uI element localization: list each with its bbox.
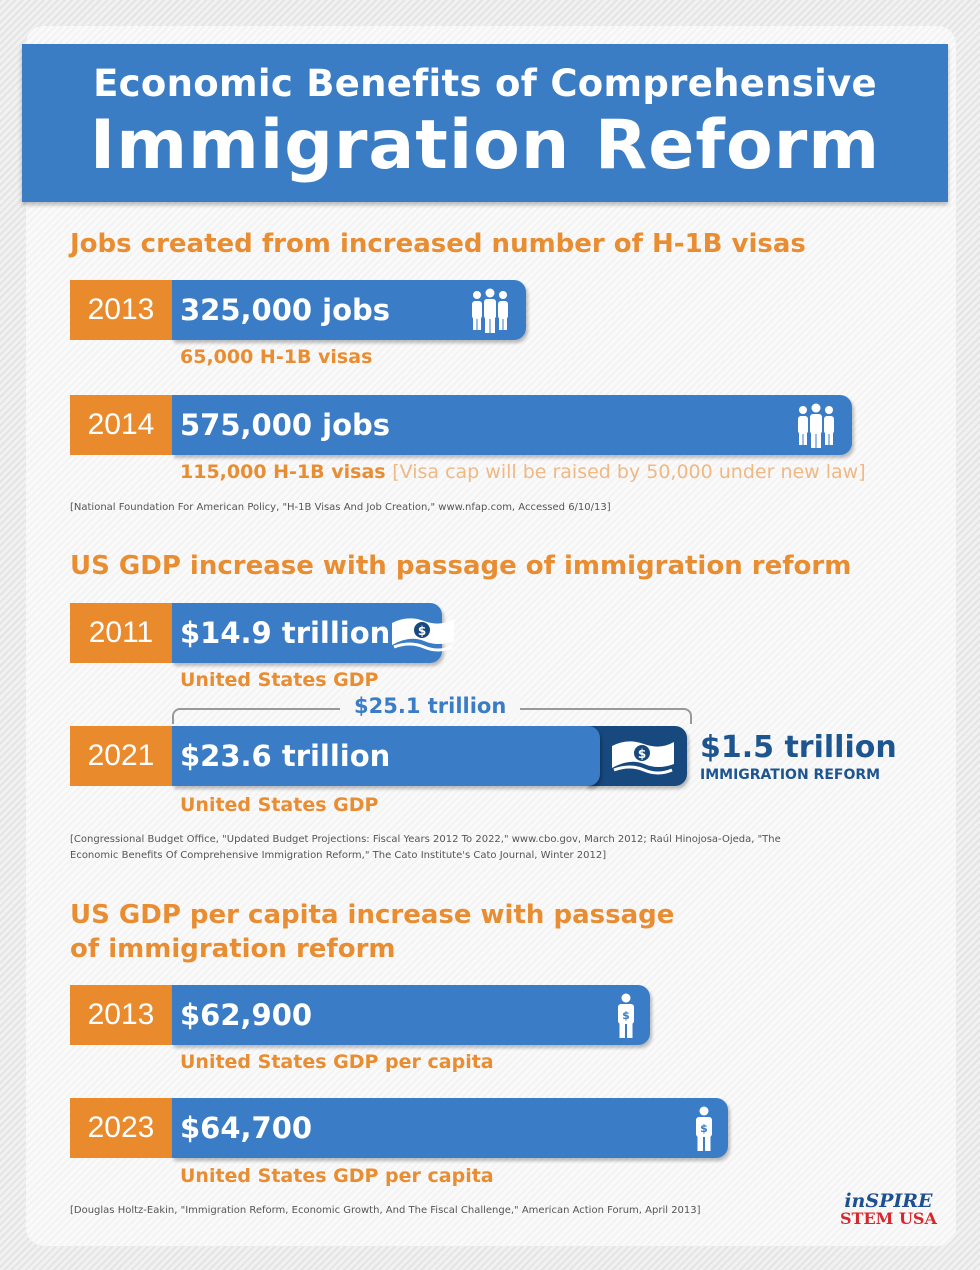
year-label: 2013 — [70, 985, 172, 1045]
money-bill-icon: $ — [612, 741, 674, 775]
total-gdp-label: $25.1 trillion — [340, 694, 521, 718]
bar-value-label: $14.9 trillion — [180, 616, 391, 650]
source-citation-gdp-1: [Congressional Budget Office, "Updated B… — [70, 834, 781, 845]
jobs-sublabel-2013: 65,000 H-1B visas — [180, 346, 373, 368]
header-title: Immigration Reform — [89, 106, 881, 185]
logo-line-2: STEM USA — [840, 1209, 937, 1228]
year-label: 2011 — [70, 603, 172, 663]
bar-value-label: $64,700 — [180, 1111, 313, 1145]
person-dollar-icon: $ — [696, 1106, 712, 1151]
percapita-sublabel-2023: United States GDP per capita — [180, 1165, 494, 1187]
gdp-sublabel-2021: United States GDP — [180, 794, 379, 816]
section-jobs-title: Jobs created from increased number of H-… — [70, 229, 806, 259]
section-gdp-title: US GDP increase with passage of immigrat… — [70, 551, 852, 581]
visa-count: 115,000 H-1B visas — [180, 461, 386, 483]
source-citation-gdp-2: Economic Benefits Of Comprehensive Immig… — [70, 850, 607, 861]
year-label: 2023 — [70, 1098, 172, 1158]
year-label: 2013 — [70, 280, 172, 340]
section-percapita-title-2: of immigration reform — [70, 934, 396, 964]
money-bill-icon: $ — [392, 618, 454, 652]
year-label: 2021 — [70, 726, 172, 786]
header-subtitle: Economic Benefits of Comprehensive — [93, 62, 877, 105]
jobs-bar-2014 — [172, 395, 852, 455]
percapita-sublabel-2013: United States GDP per capita — [180, 1051, 494, 1073]
year-label: 2014 — [70, 395, 172, 455]
percapita-bar-2023 — [172, 1098, 728, 1158]
person-dollar-icon: $ — [618, 993, 634, 1038]
source-citation-percapita: [Douglas Holtz-Eakin, "Immigration Refor… — [70, 1205, 701, 1216]
reform-increase-label: IMMIGRATION REFORM — [700, 767, 881, 783]
people-group-icon — [472, 288, 508, 333]
svg-text:$: $ — [700, 1122, 708, 1135]
reform-increase-value: $1.5 trillion — [700, 730, 897, 765]
svg-text:$: $ — [622, 1009, 630, 1022]
svg-text:$: $ — [418, 624, 426, 638]
people-group-icon — [798, 403, 834, 448]
inspire-stem-usa-logo: inSPIRE STEM USA — [840, 1190, 937, 1228]
bar-value-label: 575,000 jobs — [180, 408, 391, 442]
header-banner: Economic Benefits of Comprehensive Immig… — [22, 44, 948, 202]
jobs-sublabel-2014: 115,000 H-1B visas [Visa cap will be rai… — [180, 461, 866, 483]
section-percapita-title-1: US GDP per capita increase with passage — [70, 900, 675, 930]
jobs-bar-2013 — [172, 280, 526, 340]
gdp-sublabel-2011: United States GDP — [180, 669, 379, 691]
bar-value-label: $62,900 — [180, 998, 313, 1032]
bar-value-label: 325,000 jobs — [180, 293, 391, 327]
source-citation-jobs: [National Foundation For American Policy… — [70, 502, 611, 513]
svg-text:$: $ — [638, 747, 646, 761]
bar-value-label: $23.6 trillion — [180, 739, 391, 773]
logo-line-1: inSPIRE — [844, 1190, 933, 1212]
visa-cap-note: [Visa cap will be raised by 50,000 under… — [392, 461, 866, 483]
percapita-bar-2013 — [172, 985, 650, 1045]
gdp-bar-2021 — [172, 726, 600, 786]
